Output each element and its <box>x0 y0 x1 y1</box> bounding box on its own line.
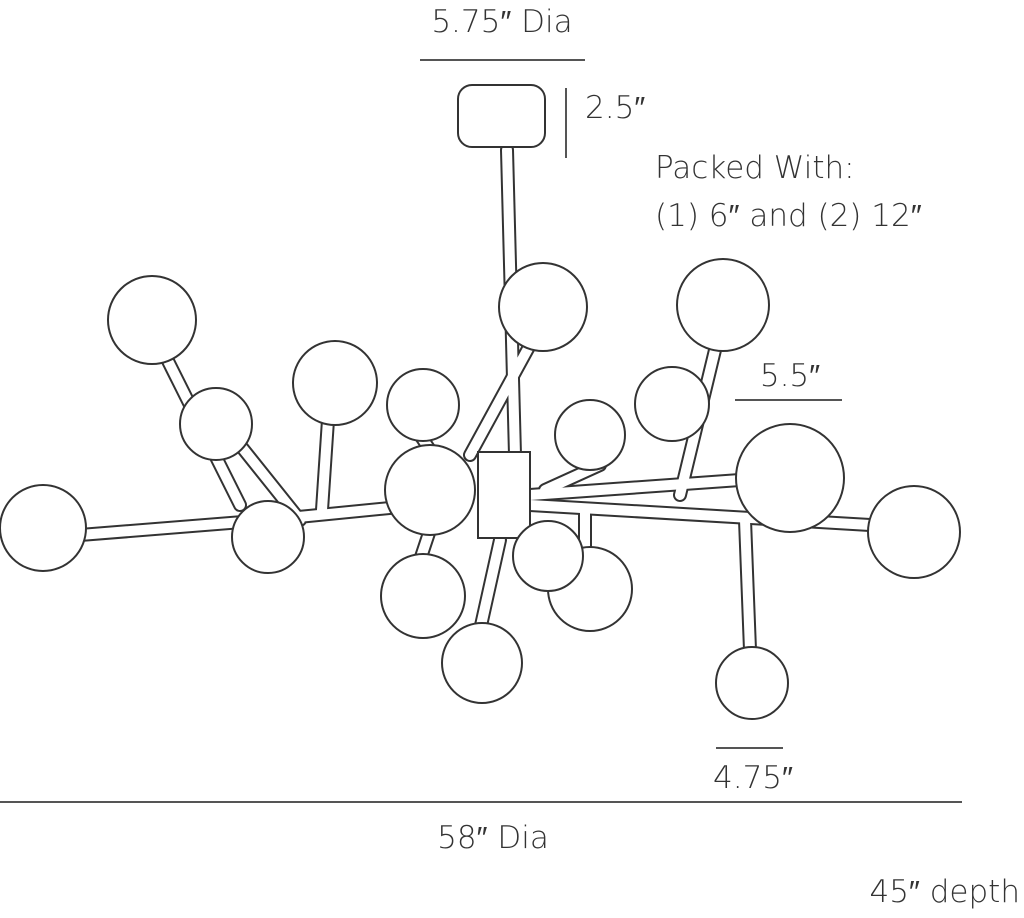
dim-label: 2.5″ <box>585 90 645 126</box>
globe <box>512 520 584 592</box>
globe <box>0 484 87 572</box>
globe <box>554 399 626 471</box>
globe <box>292 340 378 426</box>
globe <box>867 485 961 579</box>
packed-rods: (1) 6″ and (2) 12″ <box>655 198 922 234</box>
globe <box>735 423 845 533</box>
globe <box>441 622 523 704</box>
globes <box>0 258 961 720</box>
dim-label: 5.75″ Dia <box>431 4 572 40</box>
dim-label: 4.75″ <box>713 760 793 796</box>
globe <box>179 387 253 461</box>
globe <box>634 366 710 442</box>
dim-label: 5.5″ <box>760 358 820 394</box>
center-body <box>477 451 531 539</box>
packed-title: Packed With: <box>655 150 855 186</box>
globe <box>386 368 460 442</box>
dim-label: 58″ Dia <box>437 820 549 856</box>
globe <box>384 444 476 536</box>
dimension-lines <box>0 59 962 803</box>
globe <box>380 553 466 639</box>
canopy <box>457 84 546 148</box>
dim-label: 45″ depth <box>869 874 1020 910</box>
globe <box>107 275 197 365</box>
globe <box>676 258 770 352</box>
globe <box>715 646 789 720</box>
globe <box>231 500 305 574</box>
globe <box>498 262 588 352</box>
